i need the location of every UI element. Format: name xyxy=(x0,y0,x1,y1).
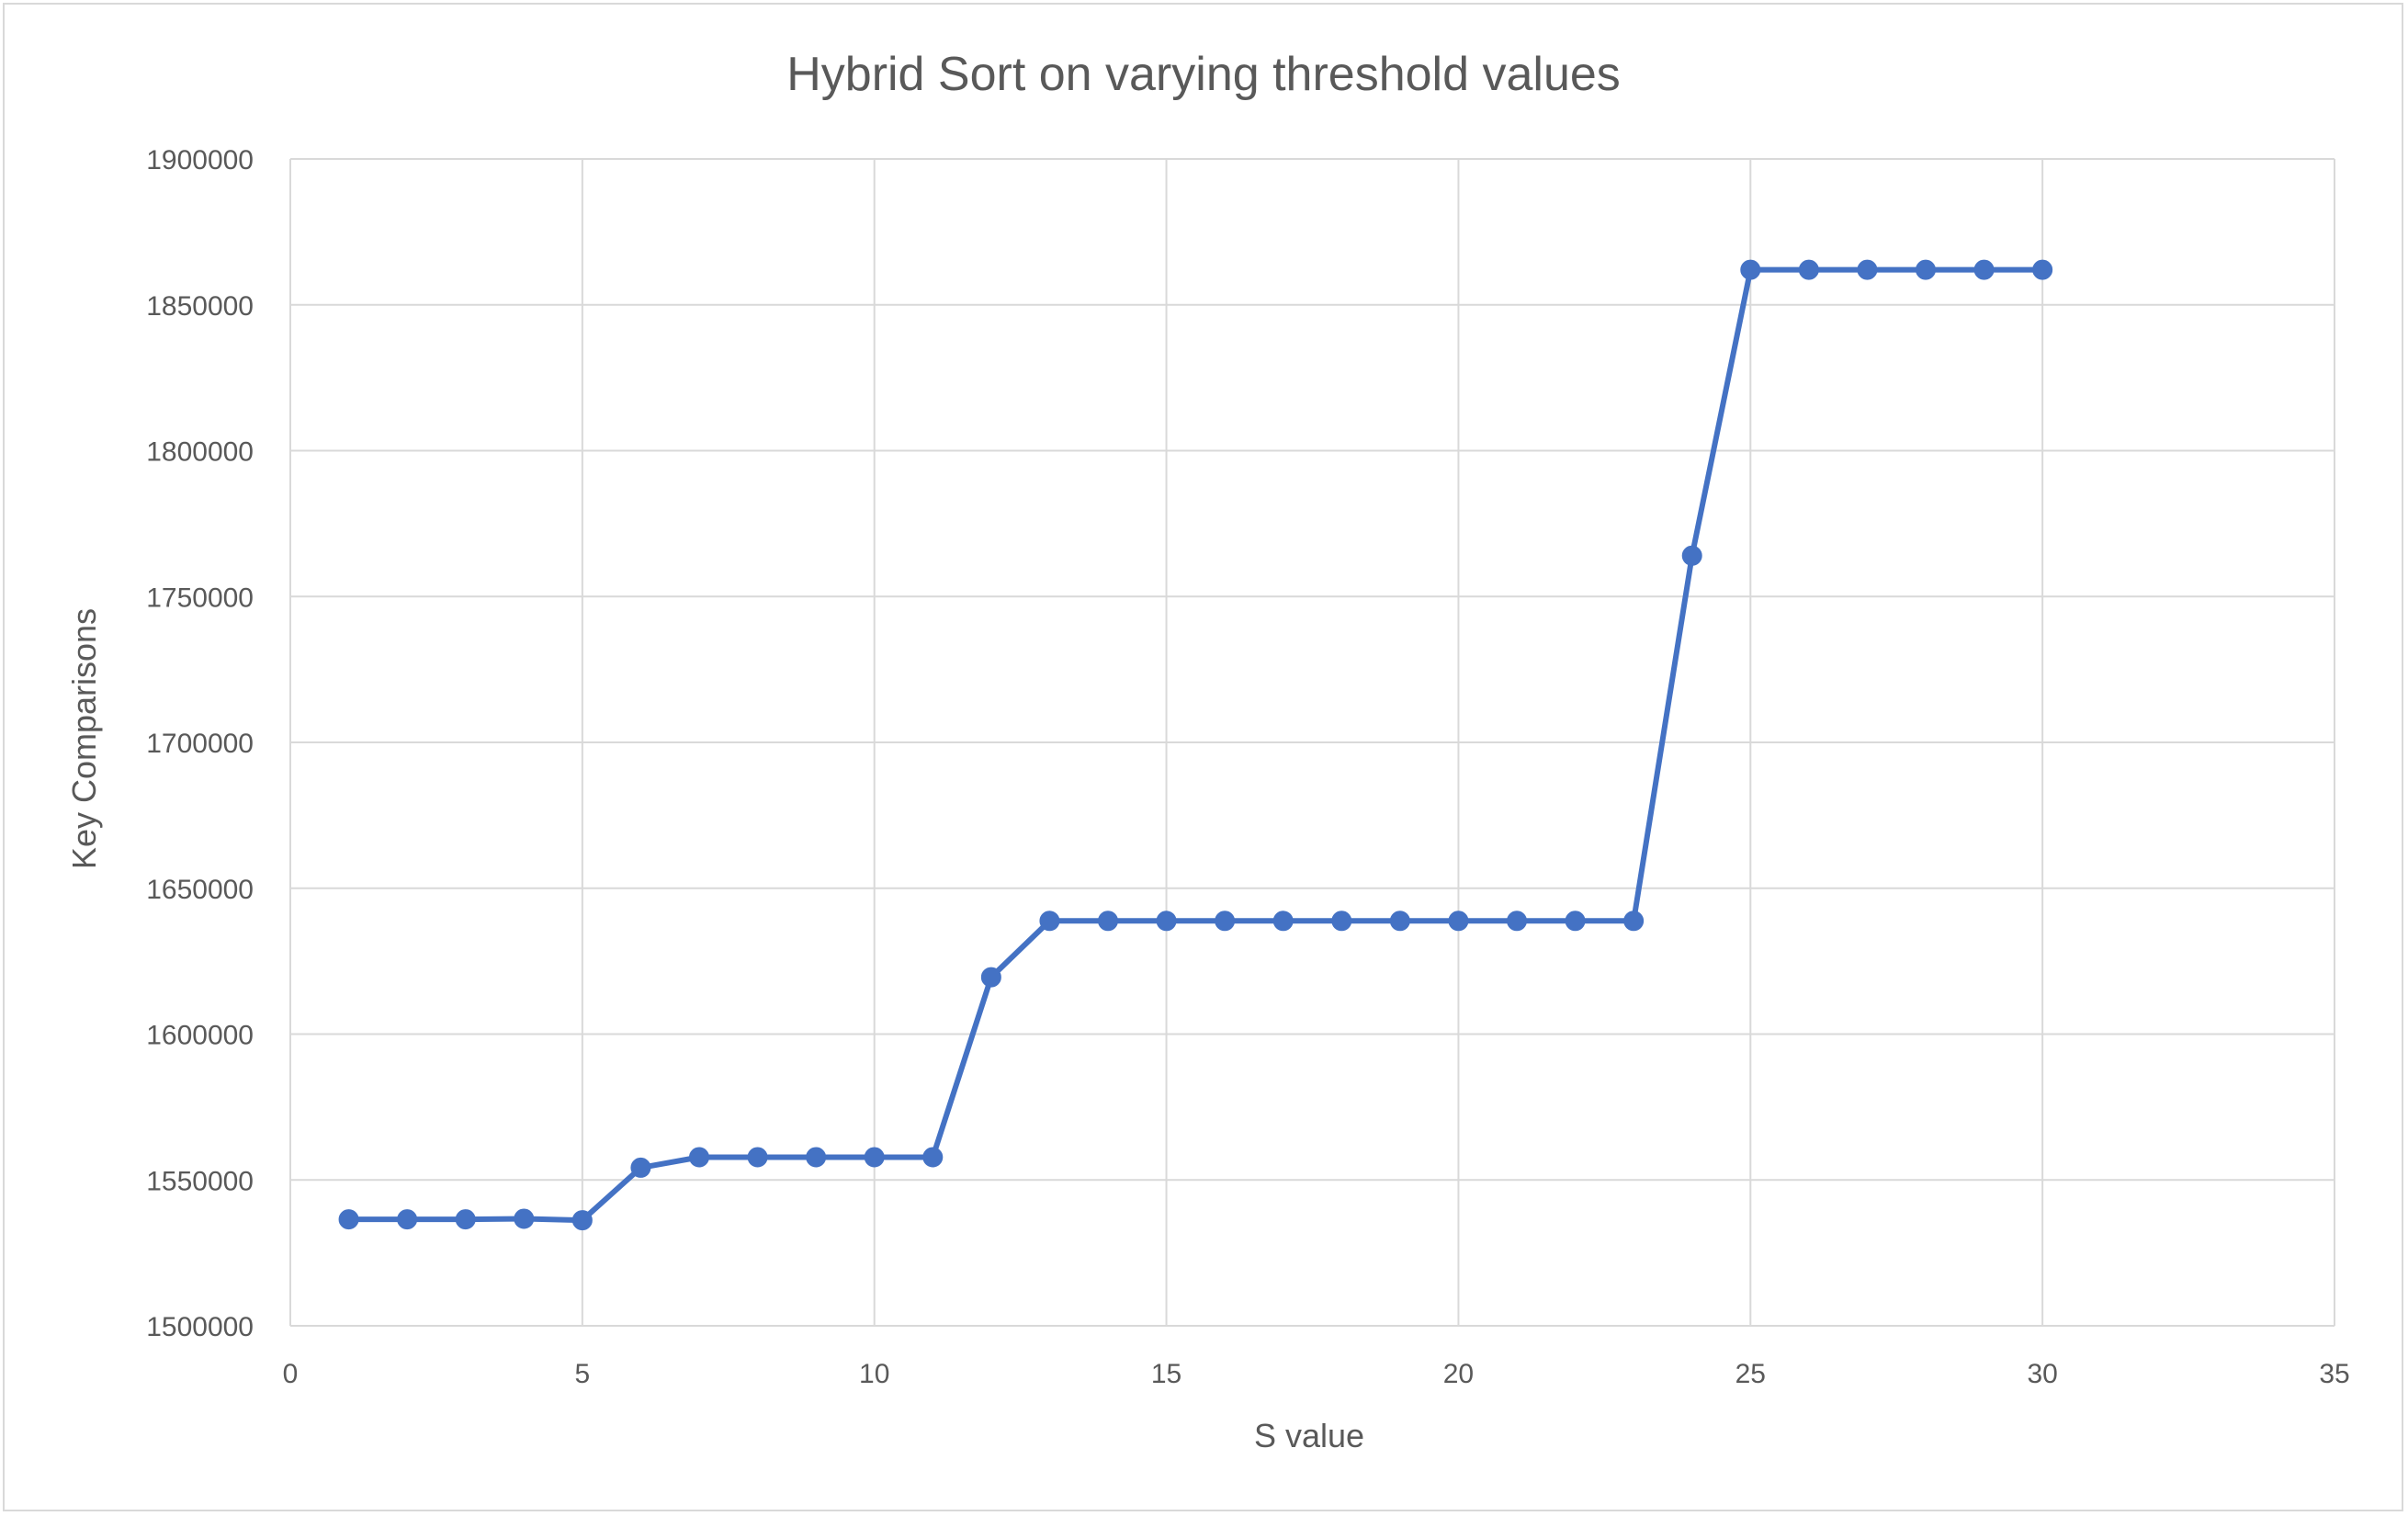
y-tick-label: 1550000 xyxy=(146,1166,254,1196)
data-point xyxy=(1272,911,1294,932)
data-point xyxy=(1331,911,1352,932)
x-axis-title: S value xyxy=(1254,1417,1364,1454)
y-tick-label: 1500000 xyxy=(146,1312,254,1342)
y-axis-tick-labels: 1500000 1550000 1600000 1650000 1700000 17500… xyxy=(146,145,254,1342)
data-point xyxy=(980,967,1001,988)
data-point xyxy=(1448,911,1469,932)
x-tick-label: 30 xyxy=(2027,1359,2057,1389)
data-point xyxy=(922,1147,944,1168)
x-tick-label: 0 xyxy=(283,1359,299,1389)
data-point xyxy=(1389,911,1410,932)
x-tick-label: 35 xyxy=(2319,1359,2349,1389)
y-tick-label: 1900000 xyxy=(146,145,254,175)
data-point xyxy=(864,1147,885,1168)
data-point xyxy=(1916,259,1936,280)
data-point xyxy=(1857,259,1878,280)
data-point xyxy=(1623,911,1645,932)
x-tick-label: 15 xyxy=(1151,1359,1181,1389)
data-point xyxy=(1740,259,1761,280)
gridlines xyxy=(289,158,2335,1327)
data-point xyxy=(455,1209,476,1230)
chart-area xyxy=(3,3,2403,1511)
data-point xyxy=(1507,911,1527,932)
data-point xyxy=(338,1209,359,1230)
x-tick-label: 10 xyxy=(859,1359,889,1389)
x-tick-label: 5 xyxy=(575,1359,591,1389)
y-tick-label: 1600000 xyxy=(146,1021,254,1051)
series-layer xyxy=(338,259,2053,1231)
y-tick-label: 1800000 xyxy=(146,437,254,468)
data-point xyxy=(1215,911,1236,932)
data-point xyxy=(1098,911,1118,932)
series-line xyxy=(345,266,2046,1224)
data-point xyxy=(2032,259,2053,280)
x-tick-label: 20 xyxy=(1443,1359,1474,1389)
data-point xyxy=(571,1210,593,1231)
y-axis-title: Key Comparisons xyxy=(65,608,103,869)
data-point xyxy=(1798,259,1819,280)
data-point xyxy=(806,1147,827,1168)
data-point xyxy=(747,1147,768,1168)
y-tick-label: 1650000 xyxy=(146,875,254,905)
data-point xyxy=(1681,545,1702,566)
y-tick-label: 1750000 xyxy=(146,583,254,613)
data-point xyxy=(1565,911,1586,932)
data-point xyxy=(630,1157,651,1178)
x-axis-tick-labels: 0 5 10 15 20 25 30 35 xyxy=(283,1359,2350,1389)
data-point xyxy=(514,1208,535,1229)
y-tick-label: 1850000 xyxy=(146,291,254,322)
x-tick-label: 25 xyxy=(1735,1359,1766,1389)
chart-title: Hybrid Sort on varying threshold values xyxy=(786,48,1621,101)
data-point xyxy=(689,1147,709,1168)
data-point xyxy=(1156,911,1177,932)
data-point xyxy=(1039,911,1060,932)
data-point xyxy=(397,1209,418,1230)
y-tick-label: 1700000 xyxy=(146,729,254,759)
data-point xyxy=(1973,259,1995,280)
